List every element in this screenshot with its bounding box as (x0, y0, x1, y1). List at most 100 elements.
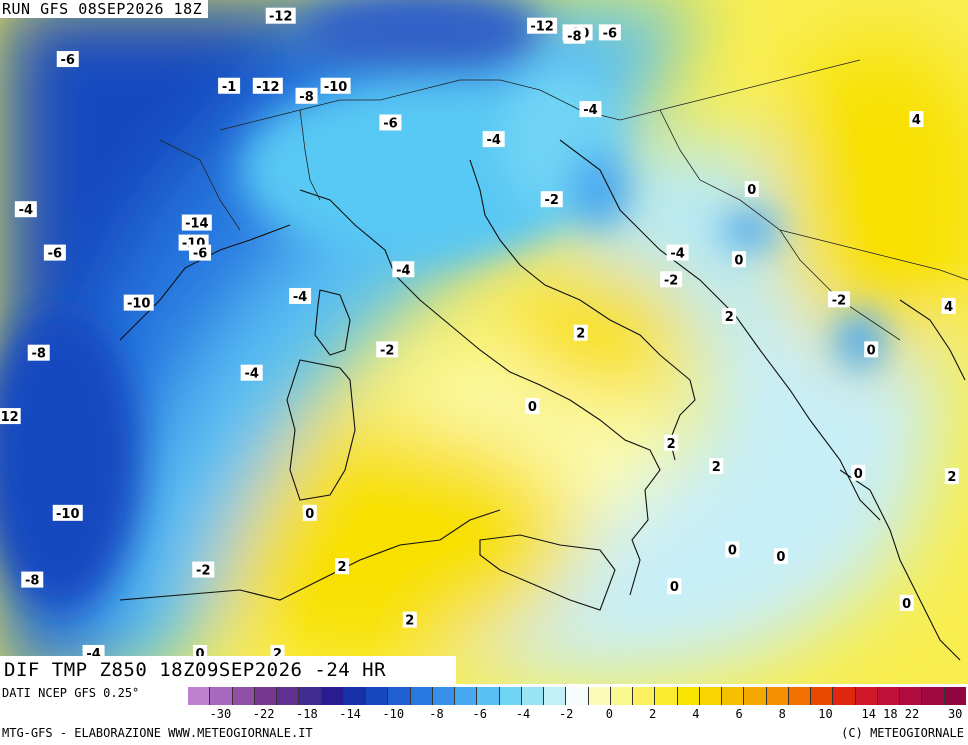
contour-label-bg (827, 291, 850, 308)
contour-label-bg (709, 458, 724, 475)
contour-label: 2 (667, 437, 676, 452)
legend-swatch (432, 687, 455, 705)
contour-label: -2 (664, 273, 678, 288)
legend-swatch (811, 687, 834, 705)
legend-swatch (321, 687, 344, 705)
legend-tick-label: 2 (649, 707, 657, 721)
contour-label-bg (527, 17, 558, 34)
legend-swatch (299, 687, 322, 705)
legend-swatch (477, 687, 500, 705)
legend-swatch (922, 687, 945, 705)
contour-label-bg (265, 7, 296, 24)
legend-swatch (900, 687, 923, 705)
contour-label-bg (376, 341, 399, 358)
legend-swatch (410, 687, 433, 705)
legend-swatch (544, 687, 567, 705)
contour-label-bg (573, 324, 588, 341)
legend-swatch (254, 687, 277, 705)
contour-label: 0 (867, 343, 876, 358)
contour-label: -12 (256, 80, 280, 95)
contour-label-bg (189, 244, 212, 261)
legend-swatch (877, 687, 900, 705)
contour-label: -8 (25, 574, 39, 589)
contour-label: -8 (567, 30, 581, 45)
contour-label-bg (181, 214, 212, 231)
contour-label-bg (252, 77, 283, 94)
legend-tick-label: 6 (735, 707, 743, 721)
contour-label: 2 (725, 310, 734, 325)
field-title: DIF TMP Z850 18Z09SEP2026 -24 HR (0, 656, 456, 684)
contour-label: 2 (273, 647, 282, 662)
legend-swatch (855, 687, 878, 705)
contour-label-bg (563, 27, 586, 44)
color-legend-ticks: -30 -22 -18 -14 -10 -8 -6 -4 -2 0 2 4 6 8 10 14 18 22 30 (188, 707, 966, 723)
contour-label: -4 (670, 247, 684, 262)
borders (159, 59, 968, 341)
legend-swatch (188, 687, 211, 705)
contour-label: -10 (56, 507, 80, 522)
map-canvas: -12 -12 -10 -8 -6 -6 -1 -12 -8 -10 -4 -6 -4 4 0 -2 -4 -14… (0, 0, 968, 684)
contour-label: -6 (383, 116, 397, 131)
contour-label-bg (899, 594, 914, 611)
contour-label-bg (379, 114, 402, 131)
contour-label: 0 (305, 507, 314, 522)
contour-label: -2 (545, 193, 559, 208)
contour-label-bg (392, 261, 415, 278)
legend-swatch (766, 687, 789, 705)
contour-label: -8 (299, 90, 313, 105)
contour-label-bg (731, 251, 746, 268)
contour-label-bg (482, 131, 505, 148)
legend-swatch (744, 687, 767, 705)
contour-label: -6 (48, 247, 62, 262)
legend-swatch (944, 687, 966, 705)
contour-label: 0 (196, 647, 205, 662)
contour-label: 0 (747, 183, 756, 198)
contour-label-bg (52, 504, 83, 521)
contour-label-bg (289, 287, 312, 304)
contour-label: 0 (854, 467, 863, 482)
contour-label: 0 (902, 597, 911, 612)
contour-label: -2 (380, 343, 394, 358)
contour-label: 0 (734, 253, 743, 268)
contour-label: -2 (832, 293, 846, 308)
contour-label: -6 (603, 26, 617, 41)
legend-tick-label: 4 (692, 707, 700, 721)
temperature-anomaly-map: -12 -12 -10 -8 -6 -6 -1 -12 -8 -10 -4 -6 -4 4 0 -2 -4 -14… (0, 0, 968, 684)
contour-label-bg (302, 504, 317, 521)
legend-swatch (788, 687, 811, 705)
contour-label: -1 (222, 80, 236, 95)
contour-label: 4 (944, 300, 953, 315)
legend-swatch (455, 687, 478, 705)
contour-label-bg (402, 611, 417, 628)
legend-swatch (677, 687, 700, 705)
legend-swatch (343, 687, 366, 705)
legend-swatch (366, 687, 389, 705)
contour-label: -4 (244, 367, 258, 382)
contour-label-bg (660, 271, 683, 288)
source-note: DATI NCEP GFS 0.25° (2, 686, 144, 700)
contour-label-bg (667, 578, 682, 595)
contour-label-bg (123, 294, 154, 311)
contour-label-bg (851, 464, 866, 481)
contour-label-bg (218, 77, 241, 94)
legend-tick-label: -14 (339, 707, 361, 721)
contour-label-bg (320, 77, 351, 94)
contour-label-bg (27, 344, 50, 361)
footer-credit: MTG-GFS - ELABORAZIONE WWW.METEOGIORNALE… (2, 726, 313, 740)
legend-tick-label: -4 (515, 707, 531, 721)
legend-swatch (521, 687, 544, 705)
contour-label: 4 (912, 113, 921, 128)
contour-label-bg (773, 548, 788, 565)
contour-label-bg (295, 87, 318, 104)
contour-label: -14 (185, 217, 209, 232)
run-title: RUN GFS 08SEP2026 18Z (0, 0, 209, 18)
legend-tick-label: -30 (209, 707, 232, 721)
legend-tick-label: 0 (605, 707, 614, 721)
contour-label-bg (722, 307, 737, 324)
legend-tick-label: -8 (429, 707, 444, 721)
legend-swatch (610, 687, 633, 705)
contour-labels: -12 -12 -10 -8 -6 -6 -1 -12 -8 -10 -4 -6 -4 4 0 -2 -4 -14… (0, 7, 959, 662)
contour-label-bg (0, 408, 21, 425)
contour-label-bg (525, 398, 540, 415)
contour-label-bg (540, 191, 563, 208)
